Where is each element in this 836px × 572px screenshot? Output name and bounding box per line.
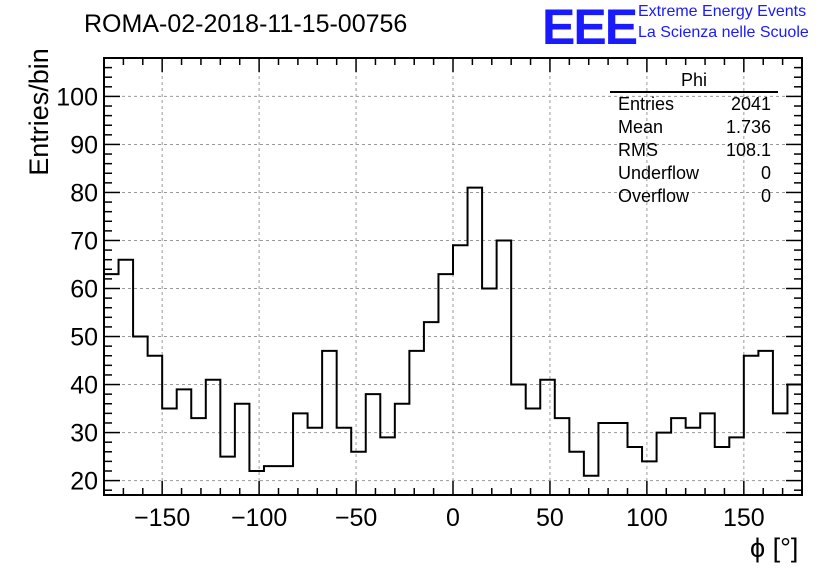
y-tick-label: 40 [70,372,98,400]
axis-ticks [103,57,803,495]
y-tick-labels: 20 30 40 50 60 70 80 90 100 [56,83,98,495]
histogram-bin [482,289,497,495]
y-tick-label: 70 [70,227,98,255]
x-tick-label: 100 [626,504,668,532]
x-tick-label: −50 [335,504,377,532]
histogram-bin [308,428,323,495]
histogram-bin [235,404,250,495]
histogram-bin [468,188,483,495]
stats-value: 108.1 [725,140,771,160]
y-tick-label: 20 [70,468,98,496]
histogram-bin [526,409,541,495]
histogram-bin [773,413,788,495]
stats-label: Entries [618,94,675,114]
histogram-bin [337,428,352,495]
stats-label: Underflow [618,163,700,183]
histogram-bin [119,260,134,495]
histogram-bin [540,380,555,495]
histogram-bin [206,380,221,495]
stats-row-entries: Entries 2041 [610,93,778,116]
stats-row-underflow: Underflow 0 [610,162,778,185]
histogram-bin [380,437,395,495]
stats-label: RMS [618,140,658,160]
logo-text-line-2: La Scienza nelle Scuole [638,24,809,41]
histogram-bin [671,418,686,495]
histogram-bin [744,356,759,495]
x-tick-label: −150 [134,504,190,532]
histogram-bin [395,404,410,495]
x-tick-label: 50 [536,504,564,532]
stats-value: 1.736 [725,117,771,137]
histogram-bin [758,351,773,495]
histogram-bin [598,423,613,495]
histogram-bin [569,452,584,495]
chart-title: ROMA-02-2018-11-15-00756 [84,10,408,38]
grid-lines [104,58,802,495]
y-axis-label-text: Entries/bin [24,48,54,176]
histogram-bin [220,457,235,495]
histogram-bin [322,351,337,495]
stats-row-rms: RMS 108.1 [610,139,778,162]
histogram-bin [497,240,512,495]
histogram-step-line [104,186,803,477]
histogram-bin [787,385,802,495]
x-tick-label: −100 [231,504,287,532]
histogram-bin [657,433,672,495]
y-tick-label: 60 [70,276,98,304]
histogram-bin [729,437,744,495]
eee-logo: EEE [542,0,638,55]
stats-row-mean: Mean 1.736 [610,116,778,139]
histogram-bin [700,413,715,495]
x-tick-label: 150 [723,504,765,532]
stats-title: Phi [610,70,778,93]
y-tick-label: 100 [56,83,98,111]
stats-box: Phi Entries 2041 Mean 1.736 RMS 108.1 Underflo… [610,70,778,208]
stats-rows: Entries 2041 Mean 1.736 RMS 108.1 Underflow 0 Ov… [610,93,778,208]
histogram-bin [366,394,381,495]
stats-label: Mean [618,117,664,137]
x-tick-labels: −150 −100 −50 0 50 100 150 [134,504,765,532]
y-tick-label: 80 [70,179,98,207]
histogram-bin [177,389,192,495]
stats-label: Overflow [618,186,690,206]
stats-row-overflow: Overflow 0 [610,185,778,208]
histogram-bin [628,447,643,495]
histogram-bin [133,337,148,495]
x-tick-label: 0 [446,504,460,532]
y-tick-label: 90 [70,131,98,159]
histogram-bin [148,356,163,495]
x-axis-label: ϕ [°] [750,533,799,563]
histogram-bin [453,245,468,495]
histogram-bin [424,322,439,495]
y-tick-label: 50 [70,324,98,352]
histogram-bin [686,428,701,495]
histogram-bin [162,409,177,495]
histogram-bin [293,413,308,495]
histogram-bin [511,385,526,495]
stats-value: 0 [760,186,771,206]
histogram-bin [642,461,657,495]
logo-text-line-1: Extreme Energy Events [638,3,807,20]
histogram-bin [191,418,206,495]
histogram-bin [613,423,628,495]
histogram-bin [351,452,366,495]
histogram-bin [555,418,570,495]
y-tick-label: 30 [70,420,98,448]
stats-value: 0 [760,163,771,183]
histogram-bin [249,471,264,495]
stats-value: 2041 [730,94,771,114]
histogram-bin [409,351,424,495]
histogram-bin [715,447,730,495]
histogram-bin [584,476,599,495]
